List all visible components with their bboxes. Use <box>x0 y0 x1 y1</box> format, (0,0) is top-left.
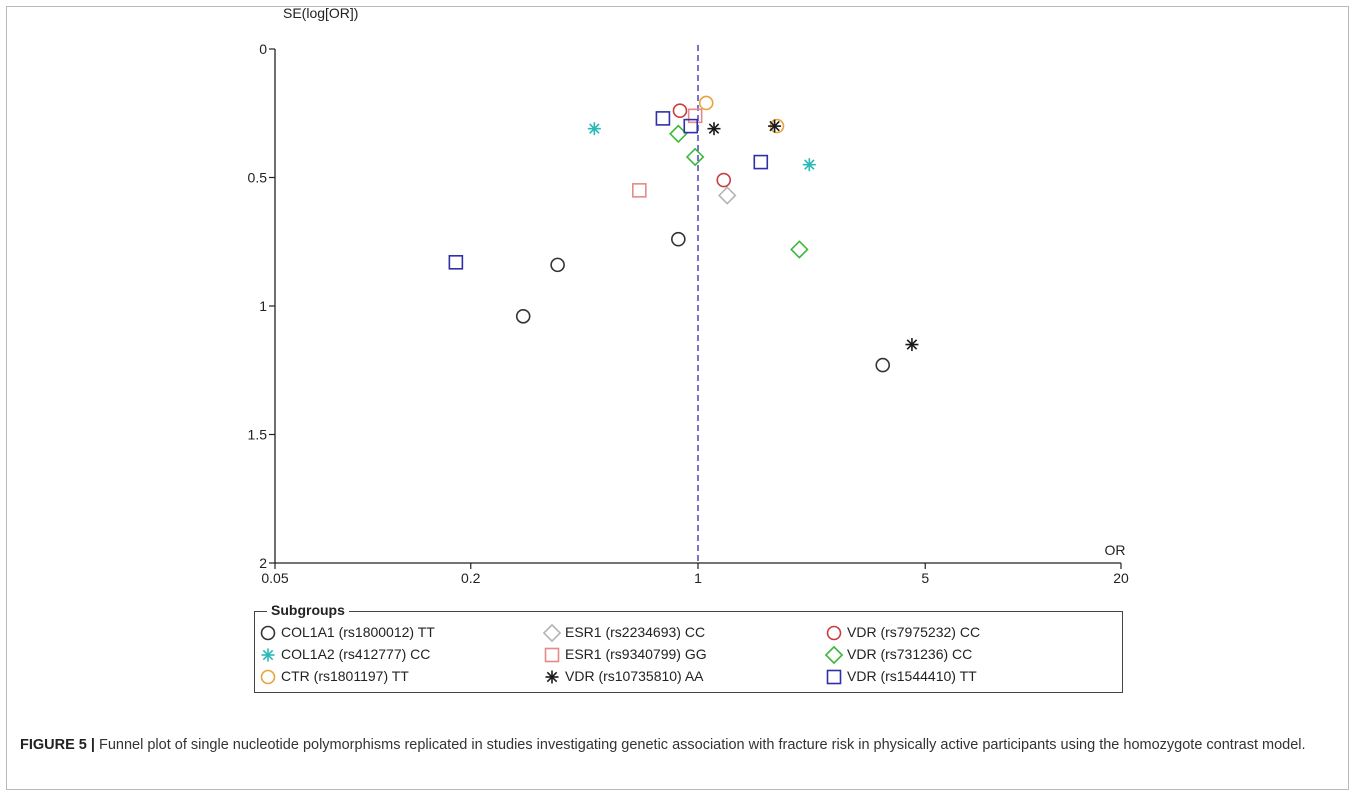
data-point <box>707 122 721 136</box>
legend-marker <box>260 669 276 685</box>
x-tick-label: 20 <box>1113 570 1129 586</box>
legend-marker-shape <box>825 646 843 664</box>
legend-label: VDR (rs7975232) CC <box>847 624 981 640</box>
data-point <box>655 111 671 126</box>
data-point <box>717 186 737 205</box>
legend-marker <box>545 670 559 684</box>
x-tick-label: 0.2 <box>461 570 481 586</box>
figure-frame <box>6 6 1349 790</box>
legend-label: CTR (rs1801197) TT <box>281 668 409 684</box>
y-tick-label: 1.5 <box>248 427 268 443</box>
data-point <box>448 255 464 270</box>
legend-marker <box>543 624 561 642</box>
caption-text: Funnel plot of single nucleotide polymor… <box>94 737 1306 753</box>
y-tick-label: 1 <box>259 298 267 314</box>
axes: 0 0.5 1 1.5 20.05 0.2 1 5 20 SE(log[OR]) OR <box>248 5 1129 586</box>
legend-marker <box>826 669 842 685</box>
x-axis-title: OR <box>1105 542 1126 558</box>
legend-label: VDR (rs1544410) TT <box>847 668 977 684</box>
data-point <box>790 240 809 259</box>
legend-marker <box>260 625 276 641</box>
legend-marker-shape <box>826 669 842 685</box>
data-point <box>716 172 732 188</box>
data-point <box>515 308 531 324</box>
data-point <box>905 338 919 352</box>
data-point <box>687 108 703 124</box>
legend-marker-shape <box>260 625 276 641</box>
legend-marker <box>544 647 560 663</box>
data-point <box>550 257 565 273</box>
x-tick-label: 1 <box>694 570 702 586</box>
figure-caption: FIGURE 5 | Funnel plot of single nucleot… <box>20 735 1320 756</box>
y-axis-title: SE(log[OR]) <box>283 5 358 21</box>
legend-title: Subgroups <box>267 602 349 618</box>
legend-marker <box>826 625 842 641</box>
legend-label: ESR1 (rs9340799) GG <box>565 646 707 662</box>
data-point <box>671 231 686 247</box>
data-point <box>802 158 816 172</box>
data-point <box>632 183 647 198</box>
legend-marker-shape <box>544 647 560 663</box>
legend-label: ESR1 (rs2234693) CC <box>565 624 706 640</box>
legend-marker-shape <box>826 625 842 641</box>
data-point <box>685 147 705 167</box>
legend-marker-shape <box>261 648 275 662</box>
legend-marker <box>261 648 275 662</box>
y-tick-label: 0.5 <box>248 170 268 186</box>
legend-label: COL1A1 (rs1800012) TT <box>281 624 435 640</box>
legend: Subgroups COL1A1 (rs1800012) TT COL1A2 (r… <box>254 602 1123 693</box>
legend-marker-shape <box>545 670 559 684</box>
legend-label: VDR (rs10735810) AA <box>565 668 704 684</box>
y-tick-label: 2 <box>259 555 267 571</box>
x-tick-label: 0.05 <box>261 570 288 586</box>
data-points <box>448 95 919 373</box>
data-point <box>672 103 688 118</box>
legend-label: COL1A2 (rs412777) CC <box>281 646 431 662</box>
data-point <box>698 95 714 111</box>
caption-label: FIGURE 5 | <box>20 737 95 753</box>
data-point <box>753 154 769 170</box>
x-tick-label: 5 <box>921 570 929 586</box>
legend-marker-shape <box>543 624 561 642</box>
data-point <box>768 119 782 133</box>
legend-marker <box>825 646 843 664</box>
data-point <box>587 122 601 136</box>
y-tick-label: 0 <box>259 41 267 57</box>
data-point <box>683 118 699 134</box>
legend-label: VDR (rs731236) CC <box>847 646 973 662</box>
data-point <box>875 357 891 373</box>
funnel-plot: 0 0.5 1 1.5 20.05 0.2 1 5 20 SE(log[OR]) OR <box>248 5 1129 586</box>
legend-marker-shape <box>260 669 276 685</box>
